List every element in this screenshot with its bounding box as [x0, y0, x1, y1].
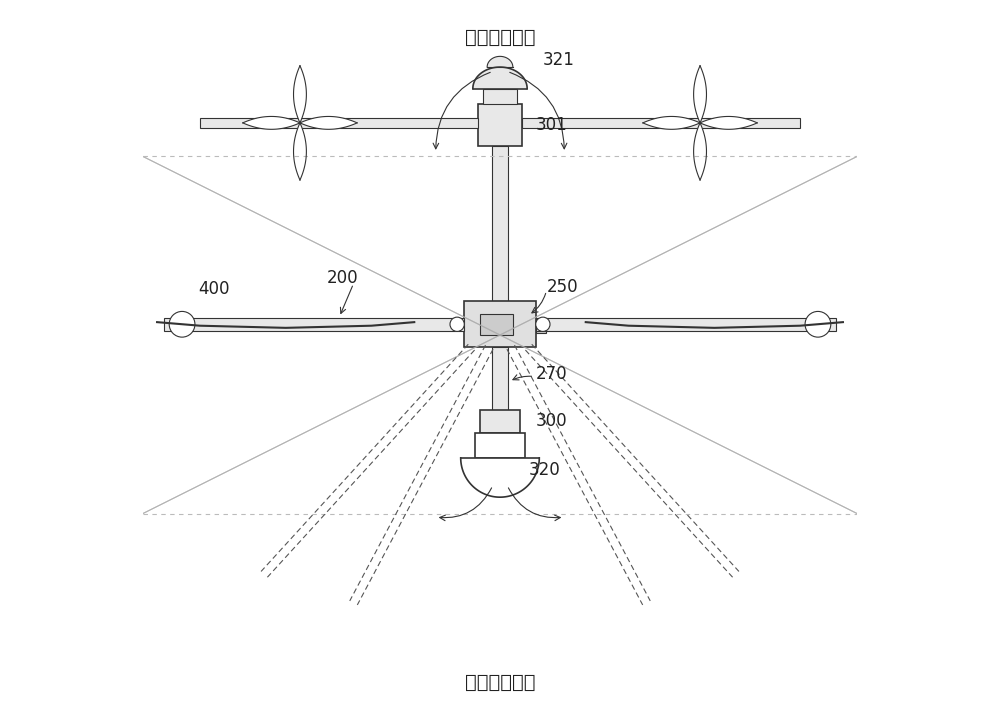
- Polygon shape: [294, 123, 306, 180]
- Bar: [475, 433, 525, 458]
- Bar: [464, 302, 536, 347]
- Text: 画面合成范围: 画面合成范围: [465, 673, 535, 692]
- Bar: [492, 347, 508, 420]
- Bar: [480, 410, 520, 433]
- Polygon shape: [300, 117, 357, 130]
- Polygon shape: [294, 66, 306, 123]
- Polygon shape: [694, 66, 706, 123]
- Bar: [478, 104, 522, 145]
- Polygon shape: [461, 458, 539, 498]
- Polygon shape: [694, 123, 706, 180]
- Bar: [492, 145, 508, 302]
- Bar: [536, 318, 836, 330]
- Polygon shape: [473, 67, 527, 89]
- Text: 300: 300: [536, 413, 567, 431]
- Circle shape: [536, 317, 550, 331]
- Polygon shape: [700, 117, 757, 130]
- Circle shape: [169, 312, 195, 337]
- Text: 301: 301: [536, 116, 567, 134]
- Polygon shape: [243, 117, 300, 130]
- Bar: [536, 319, 546, 333]
- Polygon shape: [487, 56, 513, 67]
- Text: 200: 200: [327, 269, 359, 287]
- Circle shape: [805, 312, 831, 337]
- Bar: [483, 89, 517, 104]
- Bar: [522, 117, 800, 128]
- Bar: [480, 314, 513, 335]
- Text: 画面合成范围: 画面合成范围: [465, 28, 535, 47]
- Text: 400: 400: [198, 279, 230, 297]
- Circle shape: [450, 317, 464, 331]
- Text: 250: 250: [546, 278, 578, 296]
- Bar: [200, 117, 478, 128]
- Text: 320: 320: [529, 461, 560, 479]
- Polygon shape: [643, 117, 700, 130]
- Bar: [164, 318, 464, 330]
- Text: 321: 321: [543, 51, 575, 69]
- Text: 270: 270: [536, 365, 567, 383]
